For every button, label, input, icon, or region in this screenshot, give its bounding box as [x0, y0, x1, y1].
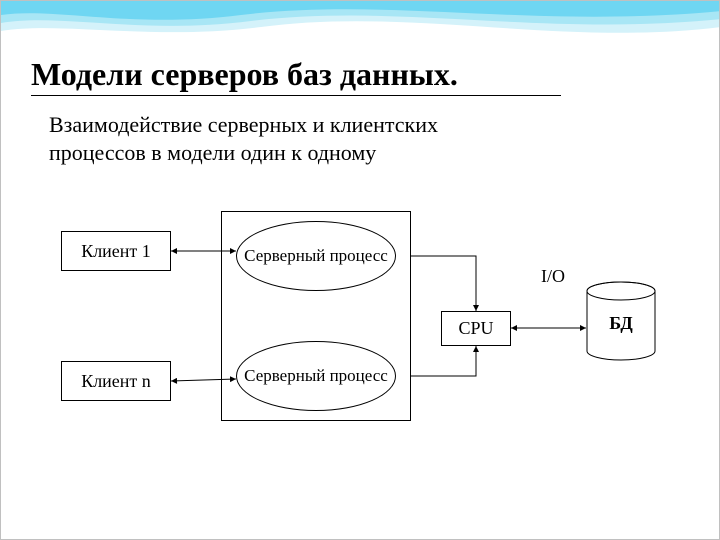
slide-subtitle: Взаимодействие серверных и клиентских пр…: [49, 111, 469, 166]
client-1-box: Клиент 1: [61, 231, 171, 271]
db-cylinder: БД: [586, 281, 656, 361]
slide-title: Модели серверов баз данных.: [31, 56, 458, 93]
edge-container-top-cpu: [411, 256, 476, 311]
server-process-1: Серверный процесс: [236, 221, 396, 291]
server-2-label: Серверный процесс: [244, 367, 388, 386]
cpu-label: CPU: [458, 318, 493, 339]
title-underline: [31, 95, 561, 96]
diagram: Клиент 1 Клиент n Серверный процесс Серв…: [41, 211, 681, 441]
db-label: БД: [586, 313, 656, 334]
io-label: I/O: [541, 266, 565, 287]
client-n-box: Клиент n: [61, 361, 171, 401]
wave-2: [1, 1, 720, 26]
edge-container-bot-cpu: [411, 346, 476, 376]
wave-1: [1, 1, 720, 20]
slide: Модели серверов баз данных. Взаимодейств…: [0, 0, 720, 540]
server-1-label: Серверный процесс: [244, 247, 388, 266]
wave-3: [1, 1, 720, 33]
client-1-label: Клиент 1: [81, 241, 151, 262]
client-n-label: Клиент n: [81, 371, 151, 392]
cpu-box: CPU: [441, 311, 511, 346]
wave-banner: [1, 1, 720, 61]
server-process-2: Серверный процесс: [236, 341, 396, 411]
